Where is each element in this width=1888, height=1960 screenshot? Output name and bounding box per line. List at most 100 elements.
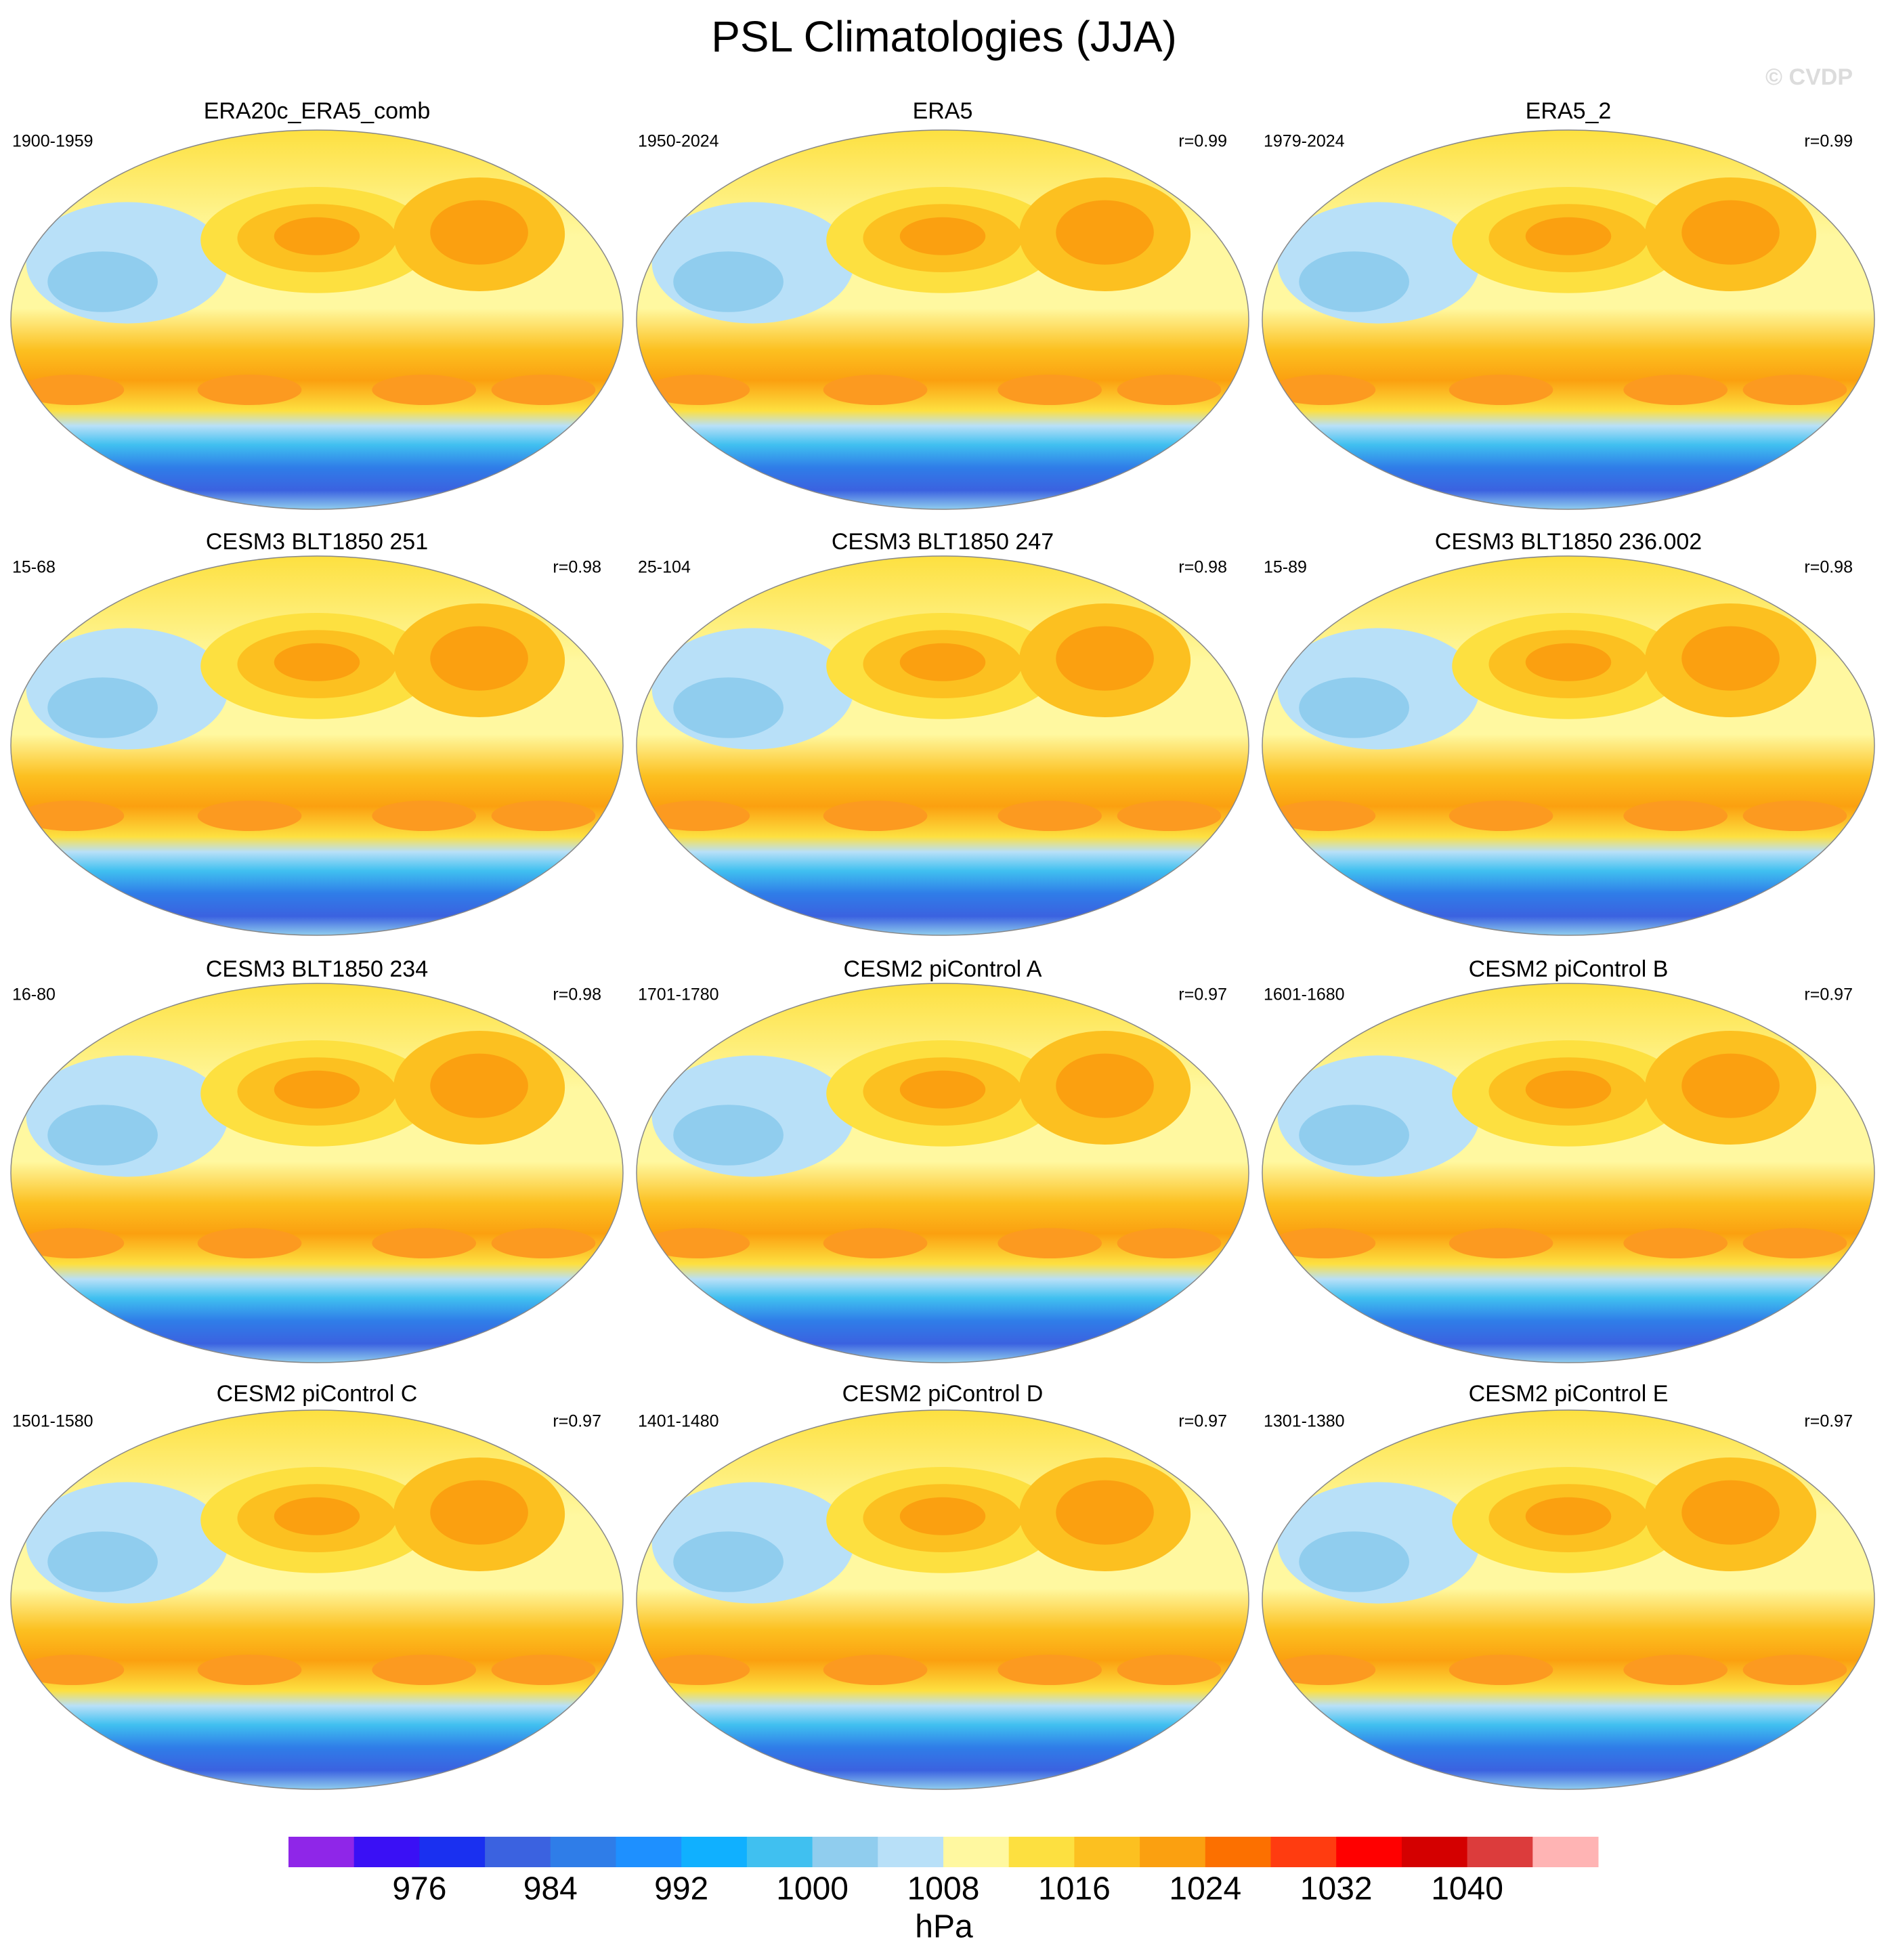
atlantic-high-core (1681, 1053, 1780, 1118)
colorbar-box (1532, 1837, 1599, 1867)
map-field (637, 130, 1249, 509)
subtropical-high (823, 801, 928, 831)
pacific-high-core (274, 1070, 360, 1109)
pacific-high-core (899, 217, 986, 255)
asia-low-core (1299, 251, 1409, 312)
panel-title: CESM3 BLT1850 234 (206, 956, 428, 982)
panel-title: CESM3 BLT1850 251 (206, 529, 428, 555)
map-panel: CESM2 piControl C 1501-1580 r=0.97 (10, 1381, 624, 1790)
map-border (10, 983, 624, 1363)
subtropical-high (197, 801, 302, 831)
panel-title: CESM2 piControl C (217, 1381, 418, 1407)
subtropical-high (491, 375, 596, 405)
panels: ERA20c_ERA5_comb 1900-1959 ERA5 1950-2024 r=… (10, 98, 1875, 1790)
panel-correlation: r=0.97 (1804, 985, 1853, 1004)
subtropical-high (1623, 801, 1728, 831)
subtropical-high (197, 1655, 302, 1686)
map-field (1262, 983, 1874, 1363)
subtropical-high (372, 375, 477, 405)
panel-title: ERA5 (913, 98, 973, 124)
map-panel: CESM2 piControl A 1701-1780 r=0.97 (636, 956, 1249, 1363)
panel-period: 15-89 (1264, 558, 1307, 577)
map-field (11, 556, 623, 935)
panel-title: CESM3 BLT1850 236.002 (1435, 529, 1702, 555)
subtropical-high (1623, 1655, 1728, 1686)
panel-correlation: r=0.98 (553, 985, 601, 1004)
atlantic-high-core (430, 1480, 528, 1545)
colorbar-tick-label: 1032 (1300, 1871, 1373, 1907)
panel-period: 1979-2024 (1264, 132, 1345, 151)
map-field (11, 130, 623, 509)
map-panel: CESM3 BLT1850 236.002 15-89 r=0.98 (1262, 529, 1875, 936)
panel-title: CESM2 piControl D (842, 1381, 1044, 1407)
pacific-high-core (1525, 1497, 1612, 1535)
map-panel: ERA5 1950-2024 r=0.99 (636, 98, 1249, 510)
subtropical-high (20, 1228, 125, 1258)
subtropical-high (997, 375, 1102, 405)
panel-title: CESM3 BLT1850 247 (832, 529, 1054, 555)
map-field (637, 1410, 1249, 1789)
watermark: © CVDP (1765, 64, 1853, 90)
map-panel: CESM3 BLT1850 251 15-68 r=0.98 (10, 529, 624, 936)
subtropical-high (491, 1655, 596, 1686)
panel-period: 1900-1959 (12, 132, 93, 151)
map-field (637, 556, 1249, 935)
subtropical-high (1449, 1655, 1553, 1686)
subtropical-high (1271, 1655, 1376, 1686)
panel-title: ERA20c_ERA5_comb (204, 98, 431, 124)
map-border (1262, 1409, 1875, 1790)
map-border (10, 129, 624, 510)
map-border (636, 983, 1249, 1363)
panel-correlation: r=0.99 (1804, 132, 1853, 151)
asia-low-core (1299, 677, 1409, 738)
atlantic-high-core (430, 1053, 528, 1118)
asia-low-core (673, 251, 784, 312)
colorbar-box (1008, 1837, 1075, 1867)
map-panel: ERA5_2 1979-2024 r=0.99 (1262, 98, 1875, 510)
subtropical-high (1623, 375, 1728, 405)
map-panel: CESM2 piControl D 1401-1480 r=0.97 (636, 1381, 1249, 1790)
subtropical-high (372, 1228, 477, 1258)
subtropical-high (1449, 801, 1553, 831)
subtropical-high (197, 1228, 302, 1258)
pacific-high-core (899, 1497, 986, 1535)
panel-title: ERA5_2 (1526, 98, 1612, 124)
panel-period: 25-104 (638, 558, 691, 577)
map-border (10, 1409, 624, 1790)
map-panel: CESM3 BLT1850 247 25-104 r=0.98 (636, 529, 1249, 936)
panel-title: CESM2 piControl E (1469, 1381, 1669, 1407)
subtropical-high (1117, 1655, 1222, 1686)
subtropical-high (997, 1228, 1102, 1258)
subtropical-high (1117, 1228, 1222, 1258)
colorbar-tick-label: 1016 (1038, 1871, 1111, 1907)
subtropical-high (1742, 375, 1847, 405)
panel-correlation: r=0.97 (1804, 1412, 1853, 1431)
subtropical-high (372, 1655, 477, 1686)
map-border (1262, 983, 1875, 1363)
atlantic-high-core (430, 626, 528, 691)
colorbar-box (616, 1837, 682, 1867)
panel-correlation: r=0.98 (553, 558, 601, 577)
colorbar: 976 984 992 1000 1008 1016 1024 1032 1040 hPa (288, 1837, 1599, 1945)
panel-correlation: r=0.98 (1804, 558, 1853, 577)
asia-low-core (673, 1531, 784, 1592)
panel-period: 1701-1780 (638, 985, 719, 1004)
pacific-high-core (1525, 643, 1612, 681)
colorbar-tick-label: 976 (392, 1871, 446, 1907)
subtropical-high (997, 1655, 1102, 1686)
map-border (1262, 555, 1875, 936)
panel-period: 1401-1480 (638, 1412, 719, 1431)
colorbar-box (1336, 1837, 1402, 1867)
panel-correlation: r=0.97 (1178, 985, 1227, 1004)
subtropical-high (20, 801, 125, 831)
asia-low-core (673, 677, 784, 738)
panel-period: 16-80 (12, 985, 56, 1004)
subtropical-high (1449, 375, 1553, 405)
map-field (11, 1410, 623, 1789)
pacific-high-core (899, 643, 986, 681)
subtropical-high (197, 375, 302, 405)
map-field (11, 983, 623, 1363)
atlantic-high-core (1056, 1480, 1154, 1545)
subtropical-high (645, 1228, 750, 1258)
colorbar-tick-label: 1000 (776, 1871, 849, 1907)
